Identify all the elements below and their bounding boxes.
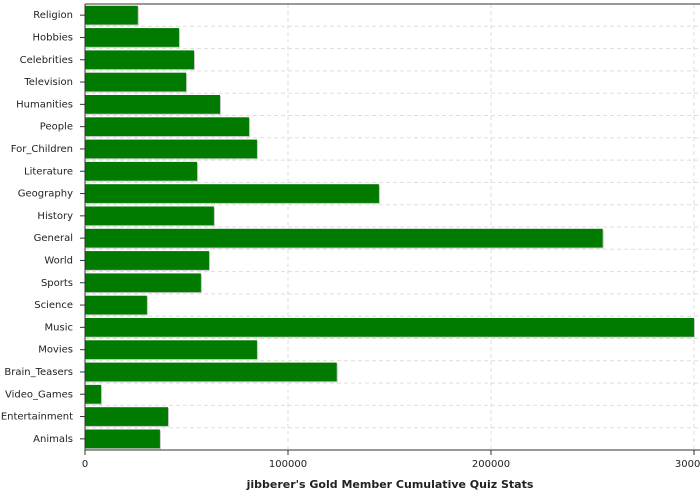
bar	[85, 251, 210, 270]
y-tick-label: World	[44, 255, 73, 266]
bar	[85, 5, 138, 25]
y-tick-label: For_Children	[11, 144, 73, 155]
bar	[85, 273, 201, 293]
bar	[85, 184, 379, 203]
y-tick-label: Sports	[41, 278, 73, 289]
y-tick-label: Religion	[33, 10, 73, 21]
y-tick-label: Television	[23, 77, 73, 88]
y-tick-label: Humanities	[16, 99, 73, 110]
x-tick-label: 300000	[675, 459, 700, 470]
y-tick-label: Movies	[38, 345, 73, 356]
y-tick-label: History	[37, 211, 73, 222]
bar	[85, 28, 179, 47]
bar	[85, 72, 187, 92]
bar	[85, 317, 694, 337]
bar	[85, 384, 102, 404]
y-tick-label: Entertainment	[1, 412, 73, 423]
x-axis-label: jibberer's Gold Member Cumulative Quiz S…	[246, 478, 534, 491]
y-tick-label: Hobbies	[33, 32, 73, 43]
x-tick-label: 200000	[472, 459, 510, 470]
y-tick-label: Science	[34, 300, 73, 311]
y-tick-label: Animals	[33, 434, 73, 445]
y-tick-label: Music	[45, 322, 73, 333]
x-tick-label: 100000	[269, 459, 307, 470]
y-tick-label: Literature	[24, 166, 73, 177]
bar	[85, 206, 214, 226]
bar	[85, 295, 147, 315]
x-tick-label: 0	[82, 459, 88, 470]
bar	[85, 429, 160, 449]
bar	[85, 139, 257, 159]
bar	[85, 340, 257, 360]
y-tick-label: General	[34, 233, 73, 244]
bar	[85, 50, 195, 70]
bar	[85, 161, 198, 181]
y-tick-label: Video_Games	[5, 389, 73, 400]
bar	[85, 362, 337, 382]
bar	[85, 228, 603, 248]
y-tick-label: Geography	[18, 189, 73, 200]
bar	[85, 94, 220, 114]
y-tick-label: Brain_Teasers	[4, 367, 73, 378]
y-tick-label: Celebrities	[20, 55, 73, 66]
y-tick-label: People	[40, 122, 73, 133]
bar	[85, 117, 250, 137]
bar	[85, 407, 169, 426]
